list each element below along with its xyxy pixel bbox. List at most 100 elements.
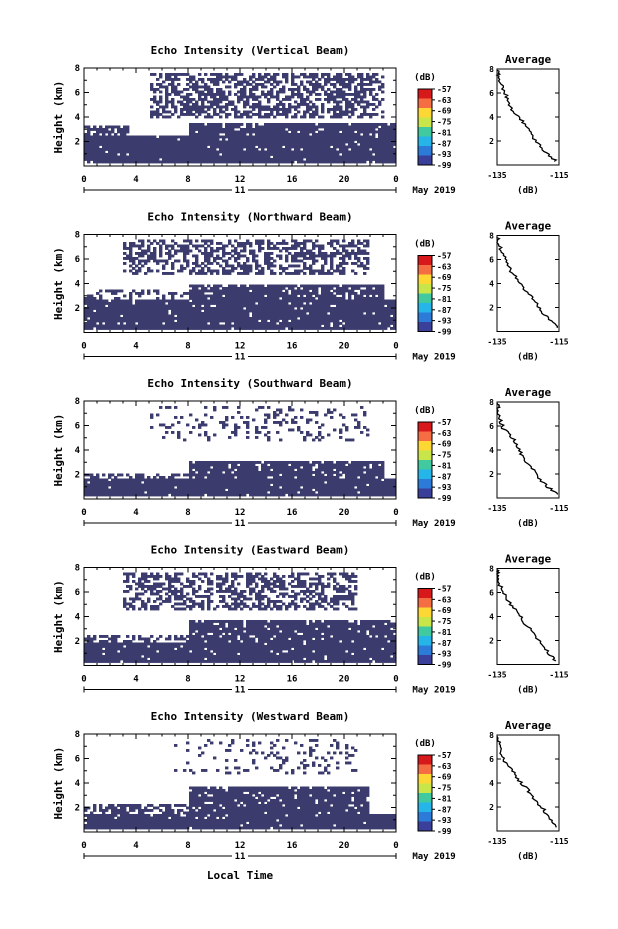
echo-cell xyxy=(318,160,322,164)
echo-cell xyxy=(117,324,121,328)
echo-cell xyxy=(348,133,352,136)
echo-cell xyxy=(222,302,226,305)
echo-cell xyxy=(195,259,199,263)
echo-cell xyxy=(357,140,361,144)
echo-cell xyxy=(186,309,190,313)
echo-cell xyxy=(231,289,235,293)
echo-cell xyxy=(147,135,151,139)
echo-cell xyxy=(210,90,214,94)
echo-cell xyxy=(108,148,112,151)
echo-cell xyxy=(105,148,109,151)
echo-cell xyxy=(225,108,229,111)
echo-cell xyxy=(180,481,184,484)
echo-cell xyxy=(363,244,367,248)
echo-cell xyxy=(291,317,295,320)
echo-cell xyxy=(375,113,379,116)
echo-cell xyxy=(165,90,169,94)
echo-cell xyxy=(234,309,238,313)
echo-cell xyxy=(303,327,307,330)
echo-cell xyxy=(288,322,292,325)
echo-cell xyxy=(216,80,220,84)
echo-cell xyxy=(333,160,337,164)
echo-cell xyxy=(327,155,331,159)
colorbar-label: -81 xyxy=(437,295,452,304)
echo-cell xyxy=(246,148,250,151)
echo-cell xyxy=(285,135,289,139)
echo-cell xyxy=(219,299,223,303)
echo-cell xyxy=(111,160,115,164)
echo-cell xyxy=(282,242,286,245)
echo-cell xyxy=(114,309,118,313)
echo-cell xyxy=(129,486,133,489)
echo-cell xyxy=(261,145,265,149)
echo-cell xyxy=(333,125,337,129)
echo-cell xyxy=(126,319,130,323)
echo-cell xyxy=(132,478,136,482)
echo-cell xyxy=(96,319,100,323)
echo-cell xyxy=(360,128,364,131)
echo-cell xyxy=(147,319,151,323)
echo-cell xyxy=(144,314,148,318)
echo-cell xyxy=(186,150,190,154)
echo-cell xyxy=(342,249,346,253)
echo-cell xyxy=(225,145,229,149)
echo-cell xyxy=(348,312,352,315)
echo-cell xyxy=(255,289,259,293)
echo-cell xyxy=(357,148,361,151)
echo-cell xyxy=(159,153,163,156)
echo-cell xyxy=(201,297,205,300)
echo-cell xyxy=(159,317,163,320)
echo-cell xyxy=(342,95,346,99)
echo-cell xyxy=(243,294,247,298)
echo-cell xyxy=(246,242,250,245)
echo-cell xyxy=(258,150,262,154)
echo-cell xyxy=(213,269,217,273)
echo-cell xyxy=(267,259,271,263)
echo-cell xyxy=(210,148,214,151)
echo-cell xyxy=(360,317,364,320)
echo-cell xyxy=(201,130,205,134)
echo-cell xyxy=(276,135,280,139)
echo-cell xyxy=(357,239,361,243)
echo-cell xyxy=(348,292,352,295)
echo-cell xyxy=(165,148,169,151)
echo-cell xyxy=(288,105,292,109)
echo-cell xyxy=(123,252,127,255)
echo-cell xyxy=(237,140,241,144)
echo-cell xyxy=(303,150,307,154)
echo-cell xyxy=(342,138,346,141)
echo-cell xyxy=(222,247,226,250)
echo-cell xyxy=(276,324,280,328)
echo-cell xyxy=(336,324,340,328)
colorbar-label: -75 xyxy=(437,284,452,293)
echo-cell xyxy=(312,153,316,156)
echo-cell xyxy=(330,98,334,101)
echo-cell xyxy=(216,249,220,253)
echo-cell xyxy=(162,145,166,149)
echo-cell xyxy=(186,103,190,106)
echo-cell xyxy=(222,297,226,300)
echo-cell xyxy=(186,135,190,139)
echo-cell xyxy=(321,287,325,290)
echo-cell xyxy=(195,108,199,111)
echo-cell xyxy=(390,135,394,139)
echo-cell xyxy=(105,289,109,293)
echo-cell xyxy=(369,150,373,154)
echo-cell xyxy=(231,138,235,141)
echo-cell xyxy=(291,153,295,156)
echo-cell xyxy=(105,299,109,303)
echo-cell xyxy=(270,135,274,139)
day-label: 11 xyxy=(235,186,246,196)
echo-cell xyxy=(345,153,349,156)
echo-cell xyxy=(369,130,373,134)
echo-cell xyxy=(306,292,310,295)
echo-cell xyxy=(195,264,199,268)
echo-cell xyxy=(138,317,142,320)
echo-cell xyxy=(207,254,211,258)
echo-cell xyxy=(264,85,268,89)
echo-cell xyxy=(210,314,214,318)
echo-cell xyxy=(243,155,247,159)
echo-cell xyxy=(138,493,142,497)
echo-cell xyxy=(363,130,367,134)
echo-cell xyxy=(192,471,196,474)
